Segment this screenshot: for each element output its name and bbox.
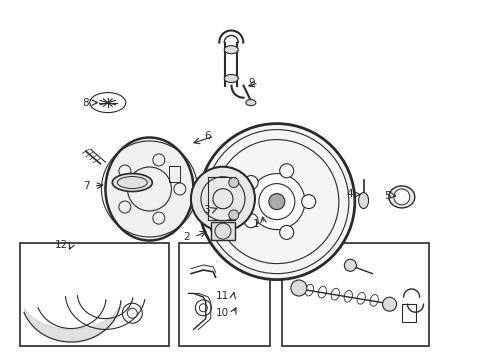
- Bar: [169, 166, 180, 182]
- Text: 6: 6: [204, 131, 211, 141]
- Circle shape: [269, 194, 285, 210]
- Circle shape: [127, 308, 137, 318]
- Ellipse shape: [224, 75, 238, 82]
- Circle shape: [229, 210, 239, 220]
- Text: 4: 4: [346, 189, 353, 199]
- Circle shape: [280, 225, 294, 239]
- Ellipse shape: [112, 174, 152, 192]
- Text: 5: 5: [384, 191, 391, 201]
- Circle shape: [280, 164, 294, 178]
- Ellipse shape: [224, 46, 238, 54]
- Text: 3: 3: [203, 204, 210, 215]
- Text: 11: 11: [216, 291, 229, 301]
- Bar: [179, 243, 270, 346]
- Text: 2: 2: [183, 232, 190, 242]
- Circle shape: [215, 223, 231, 239]
- Bar: [211, 222, 235, 240]
- Ellipse shape: [105, 138, 194, 240]
- Circle shape: [244, 213, 258, 228]
- Circle shape: [191, 167, 255, 231]
- Bar: [402, 304, 416, 322]
- Ellipse shape: [246, 100, 256, 105]
- Circle shape: [244, 176, 258, 190]
- Circle shape: [199, 123, 355, 280]
- Bar: [20, 243, 169, 346]
- Circle shape: [344, 259, 356, 271]
- Text: 7: 7: [83, 181, 90, 191]
- Text: 8: 8: [82, 98, 89, 108]
- Circle shape: [383, 297, 396, 311]
- Text: 12: 12: [54, 240, 68, 250]
- Circle shape: [249, 174, 305, 230]
- Text: 9: 9: [248, 78, 255, 88]
- Circle shape: [302, 195, 316, 208]
- Text: 1: 1: [253, 219, 260, 229]
- Bar: [282, 243, 429, 346]
- Text: 10: 10: [216, 308, 229, 318]
- Circle shape: [229, 177, 239, 188]
- Ellipse shape: [359, 193, 368, 208]
- Circle shape: [394, 189, 410, 205]
- Circle shape: [291, 280, 307, 296]
- Ellipse shape: [389, 186, 415, 208]
